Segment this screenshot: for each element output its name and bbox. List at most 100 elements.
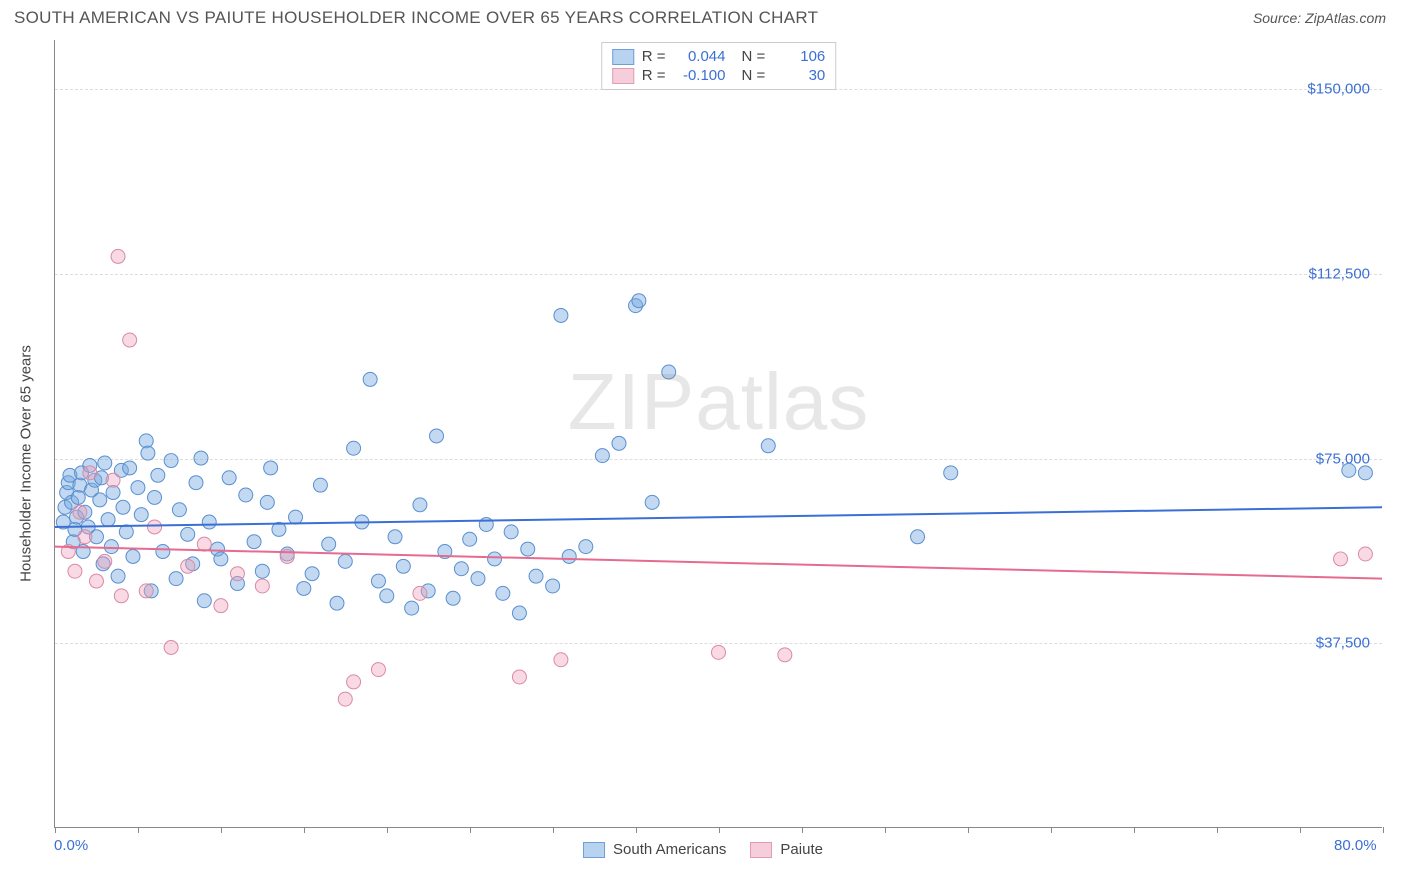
- data-point: [488, 552, 502, 566]
- data-point: [126, 549, 140, 563]
- r-label: R =: [642, 67, 666, 84]
- data-point: [156, 545, 170, 559]
- r-value: 0.044: [674, 48, 726, 65]
- data-point: [239, 488, 253, 502]
- data-point: [413, 586, 427, 600]
- data-point: [463, 532, 477, 546]
- x-tick-mark: [1051, 827, 1052, 833]
- x-tick-mark: [1217, 827, 1218, 833]
- legend-label: South Americans: [613, 841, 726, 858]
- x-tick-label: 0.0%: [54, 837, 88, 854]
- series-legend: South Americans Paiute: [583, 841, 823, 858]
- data-point: [305, 567, 319, 581]
- x-tick-mark: [55, 827, 56, 833]
- data-point: [68, 564, 82, 578]
- data-point: [562, 549, 576, 563]
- data-point: [347, 675, 361, 689]
- legend-label: Paiute: [780, 841, 823, 858]
- x-tick-mark: [221, 827, 222, 833]
- data-point: [260, 495, 274, 509]
- data-point: [172, 503, 186, 517]
- n-value: 106: [773, 48, 825, 65]
- data-point: [761, 439, 775, 453]
- x-tick-mark: [304, 827, 305, 833]
- source-name: ZipAtlas.com: [1305, 10, 1386, 26]
- x-tick-mark: [1134, 827, 1135, 833]
- data-point: [247, 535, 261, 549]
- x-tick-mark: [470, 827, 471, 833]
- data-point: [554, 308, 568, 322]
- data-point: [388, 530, 402, 544]
- data-point: [164, 640, 178, 654]
- trend-line: [55, 507, 1382, 527]
- plot-area: ZIPatlas R =0.044N =106R =-0.100N =30 $3…: [54, 40, 1382, 828]
- x-tick-mark: [719, 827, 720, 833]
- n-label: N =: [742, 67, 766, 84]
- data-point: [347, 441, 361, 455]
- source-prefix: Source:: [1253, 10, 1305, 26]
- data-point: [712, 645, 726, 659]
- x-tick-mark: [1383, 827, 1384, 833]
- data-point: [141, 446, 155, 460]
- legend-swatch: [750, 842, 772, 858]
- data-point: [546, 579, 560, 593]
- data-point: [139, 434, 153, 448]
- data-point: [164, 454, 178, 468]
- x-tick-mark: [968, 827, 969, 833]
- data-point: [322, 537, 336, 551]
- data-point: [104, 540, 118, 554]
- data-point: [89, 574, 103, 588]
- data-point: [380, 589, 394, 603]
- data-point: [1358, 547, 1372, 561]
- data-point: [119, 525, 133, 539]
- data-point: [1334, 552, 1348, 566]
- data-point: [529, 569, 543, 583]
- n-label: N =: [742, 48, 766, 65]
- data-point: [181, 559, 195, 573]
- data-point: [313, 478, 327, 492]
- data-point: [338, 692, 352, 706]
- data-point: [632, 294, 646, 308]
- trend-line: [55, 547, 1382, 579]
- x-tick-mark: [387, 827, 388, 833]
- x-tick-mark: [553, 827, 554, 833]
- legend-item: Paiute: [750, 841, 823, 858]
- data-point: [181, 527, 195, 541]
- data-point: [595, 449, 609, 463]
- source-attribution: Source: ZipAtlas.com: [1253, 10, 1386, 26]
- data-point: [116, 500, 130, 514]
- legend-stat-row: R =-0.100N =30: [612, 66, 826, 85]
- data-point: [521, 542, 535, 556]
- data-point: [202, 515, 216, 529]
- data-point: [139, 584, 153, 598]
- data-point: [98, 456, 112, 470]
- data-point: [554, 653, 568, 667]
- data-point: [71, 490, 85, 504]
- data-point: [371, 663, 385, 677]
- data-point: [496, 586, 510, 600]
- data-point: [189, 476, 203, 490]
- r-value: -0.100: [674, 67, 726, 84]
- data-point: [93, 493, 107, 507]
- data-point: [446, 591, 460, 605]
- data-point: [330, 596, 344, 610]
- chart-header: SOUTH AMERICAN VS PAIUTE HOUSEHOLDER INC…: [0, 0, 1406, 36]
- data-point: [255, 564, 269, 578]
- legend-swatch: [612, 49, 634, 65]
- data-point: [371, 574, 385, 588]
- data-point: [405, 601, 419, 615]
- r-label: R =: [642, 48, 666, 65]
- chart-title: SOUTH AMERICAN VS PAIUTE HOUSEHOLDER INC…: [14, 8, 818, 28]
- data-point: [98, 554, 112, 568]
- x-tick-mark: [1300, 827, 1301, 833]
- data-point: [396, 559, 410, 573]
- data-point: [579, 540, 593, 554]
- data-point: [111, 569, 125, 583]
- data-point: [289, 510, 303, 524]
- data-point: [101, 513, 115, 527]
- data-point: [214, 599, 228, 613]
- data-point: [1342, 463, 1356, 477]
- data-point: [297, 581, 311, 595]
- data-point: [612, 436, 626, 450]
- data-point: [255, 579, 269, 593]
